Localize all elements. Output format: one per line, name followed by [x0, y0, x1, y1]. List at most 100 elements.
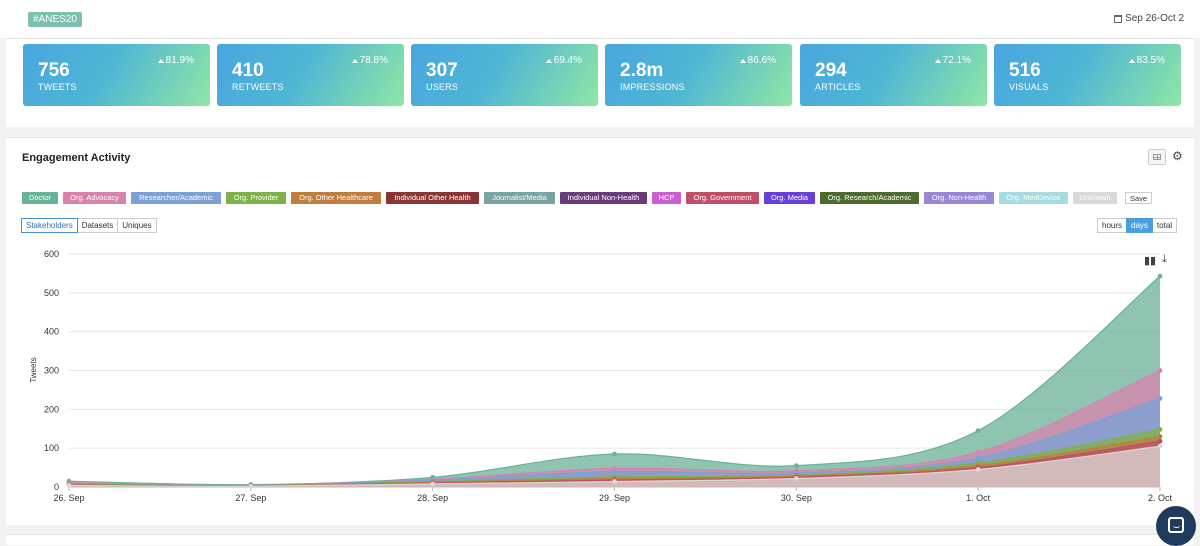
engagement-chart: 0 100 200 300 400 500 600 Tweets 26. Sep 27. Sep 2… [29, 249, 1173, 503]
stat-change-value: 72.1% [942, 55, 971, 66]
x-tick-label: 26. Sep [53, 493, 84, 503]
granularity-tabs: hours days total [1097, 218, 1178, 233]
download-icon[interactable]: ⤓ [1162, 253, 1167, 265]
stat-card-visuals[interactable]: 516 VISUALS 83.5% [994, 44, 1181, 106]
data-point [612, 469, 617, 474]
stat-value: 294 [815, 60, 847, 81]
y-tick-label: 100 [44, 443, 59, 453]
stat-change-value: 81.9% [165, 55, 194, 66]
legend-item-researcher-academic[interactable]: Researcher/Academic [131, 192, 221, 204]
stat-value: 756 [38, 60, 70, 81]
data-point [975, 428, 981, 434]
data-point [793, 463, 799, 469]
legend-item-journalist-media[interactable]: Journalist/Media [484, 192, 555, 204]
y-axis-label: Tweets [29, 357, 38, 382]
legend-item-org-media[interactable]: Org. Media [764, 192, 815, 204]
stat-label: RETWEETS [232, 82, 284, 92]
stat-change-value: 83.5% [1136, 55, 1165, 66]
tab-stakeholders[interactable]: Stakeholders [21, 218, 78, 233]
data-point [1157, 427, 1163, 432]
x-tick-label: 1. Oct [966, 493, 991, 503]
stat-change: 72.1% [934, 55, 971, 66]
bar-chart-icon[interactable]: ▮▮ [1144, 255, 1157, 267]
caret-up-icon [739, 58, 746, 63]
legend-item-org-other-healthcare[interactable]: Org. Other Healthcare [291, 192, 381, 204]
legend-item-org-research-academic[interactable]: Org. Research/Academic [820, 192, 919, 204]
data-point [975, 467, 981, 472]
caret-up-icon [1128, 58, 1135, 63]
stat-label: USERS [426, 82, 459, 92]
data-point [430, 481, 436, 487]
legend-item-org-provider[interactable]: Org. Provider [226, 192, 286, 204]
granularity-days[interactable]: days [1126, 218, 1153, 233]
y-tick-label: 0 [54, 482, 59, 492]
engagement-panel: Engagement Activity ⚙ Doctor Org. Advocac… [6, 137, 1194, 525]
stat-change: 78.8% [351, 55, 388, 66]
legend-item-unknown[interactable]: Unknown [1073, 192, 1117, 204]
caret-up-icon [934, 58, 941, 63]
stat-card-articles[interactable]: 294 ARTICLES 72.1% [800, 44, 987, 106]
stat-label: VISUALS [1009, 82, 1049, 92]
bottom-panel [6, 534, 1194, 545]
save-button[interactable]: Save [1125, 192, 1153, 204]
stat-card-tweets[interactable]: 756 TWEETS 81.9% [23, 44, 210, 106]
chat-icon [1168, 517, 1184, 533]
legend-item-individual-other-health[interactable]: Individual Other Health [386, 192, 479, 204]
data-point [1157, 368, 1163, 373]
legend-item-org-meddevice[interactable]: Org. MedDevice [999, 192, 1068, 204]
data-point [1157, 434, 1163, 439]
stats-panel: 756 TWEETS 81.9% 410 RETWEETS 78.8% 307 USERS 69… [6, 38, 1194, 127]
data-point [975, 455, 981, 461]
data-point [612, 479, 617, 484]
legend-item-org-advocacy[interactable]: Org. Advocacy [63, 192, 126, 204]
data-point [66, 483, 72, 488]
data-point [248, 483, 254, 489]
legend-item-individual-non-health[interactable]: Individual Non-Health [560, 192, 647, 204]
calendar-icon [1114, 14, 1123, 23]
stat-label: IMPRESSIONS [620, 82, 685, 92]
settings-button[interactable]: ⚙ [1172, 149, 1184, 163]
caret-up-icon [351, 58, 358, 63]
chat-launcher-button[interactable] [1156, 506, 1196, 546]
stat-card-impressions[interactable]: 2.8m IMPRESSIONS 86.6% [605, 44, 792, 106]
legend-item-hcp[interactable]: HCP [652, 192, 681, 204]
legend-item-org-non-health[interactable]: Org. Non-Health [924, 192, 994, 204]
stat-value: 307 [426, 60, 458, 81]
caret-up-icon [545, 58, 552, 63]
table-icon [1153, 154, 1161, 160]
data-point [1157, 438, 1163, 444]
data-point [793, 476, 799, 481]
stat-change-value: 69.4% [553, 55, 582, 66]
tab-uniques[interactable]: Uniques [117, 218, 157, 233]
stat-value: 516 [1009, 60, 1041, 81]
top-bar: #ANES20 Sep 26-Oct 2 [0, 0, 1200, 38]
x-tick-label: 2. Oct [1148, 493, 1173, 503]
legend-item-org-government[interactable]: Org. Government [686, 192, 759, 204]
stat-card-users[interactable]: 307 USERS 69.4% [411, 44, 598, 106]
y-tick-label: 300 [44, 366, 59, 376]
data-point [612, 451, 617, 457]
y-tick-label: 200 [44, 404, 59, 414]
stat-change: 81.9% [157, 55, 194, 66]
legend-item-doctor[interactable]: Doctor [22, 192, 58, 204]
gear-icon: ⚙ [1172, 149, 1183, 163]
stat-card-retweets[interactable]: 410 RETWEETS 78.8% [217, 44, 404, 106]
x-tick-label: 29. Sep [599, 493, 630, 503]
date-range-picker[interactable]: Sep 26-Oct 2 [1114, 13, 1184, 24]
stat-label: ARTICLES [815, 82, 861, 92]
stat-change-value: 86.6% [747, 55, 776, 66]
stat-value: 2.8m [620, 60, 664, 81]
y-tick-label: 400 [44, 327, 59, 337]
stat-change: 69.4% [545, 55, 582, 66]
table-view-button[interactable] [1148, 149, 1166, 165]
stat-label: TWEETS [38, 82, 77, 92]
data-point [975, 449, 981, 455]
y-tick-label: 500 [44, 288, 59, 298]
x-tick-label: 30. Sep [781, 493, 812, 503]
view-tabs: Stakeholders Datasets Uniques [21, 218, 157, 233]
data-point [1157, 443, 1163, 449]
hashtag-badge[interactable]: #ANES20 [28, 12, 82, 27]
date-range-label: Sep 26-Oct 2 [1125, 13, 1184, 24]
x-tick-label: 27. Sep [235, 493, 266, 503]
stat-change: 86.6% [739, 55, 776, 66]
